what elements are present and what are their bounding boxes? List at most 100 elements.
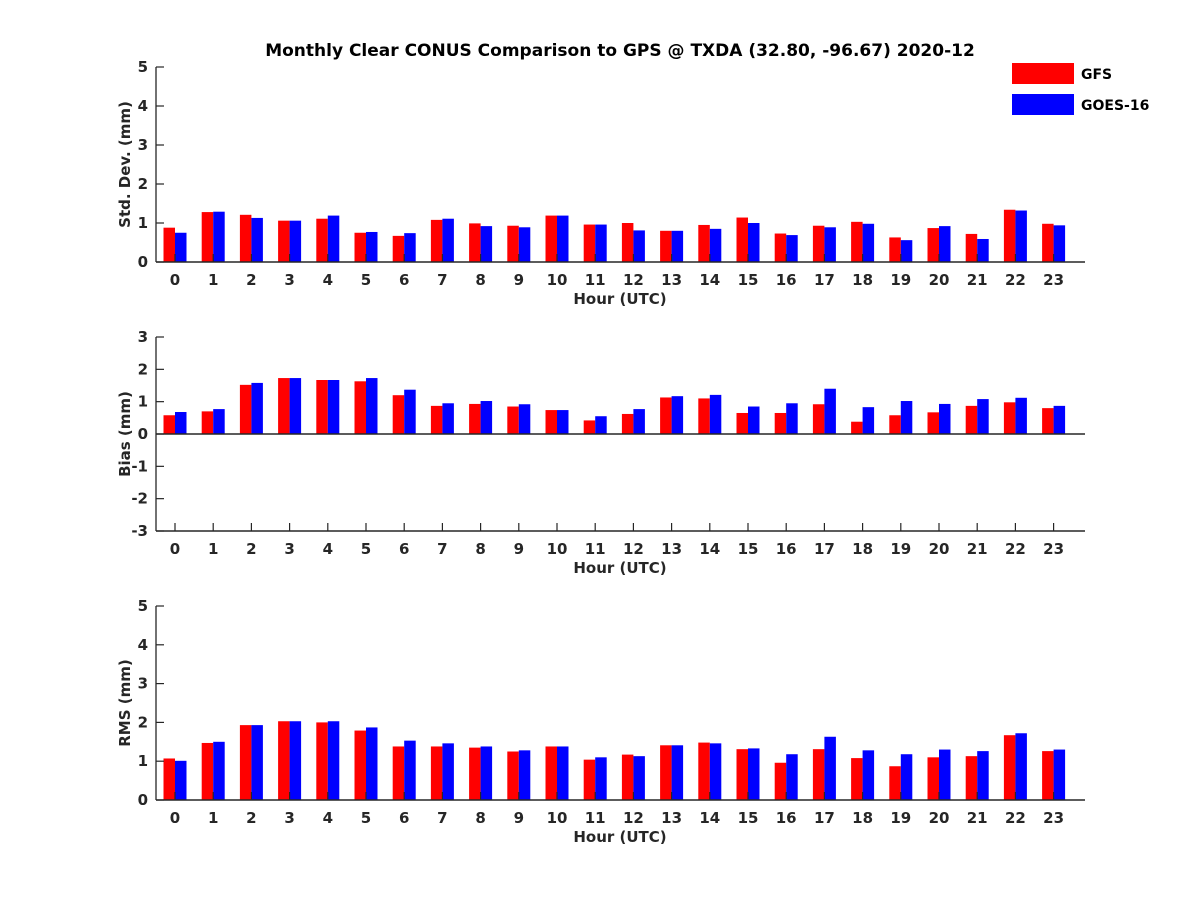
bar-goes-16-hour-19 [900, 240, 913, 262]
x-tick-label: 16 [776, 809, 797, 827]
x-tick-label: 10 [547, 809, 568, 827]
bar-goes-16-hour-13 [671, 230, 684, 262]
x-tick-label: 14 [699, 540, 720, 558]
bar-gfs-hour-12 [621, 413, 634, 434]
bar-goes-16-hour-13 [671, 745, 684, 800]
bar-gfs-hour-17 [812, 225, 825, 262]
legend-swatch-gfs [1012, 63, 1074, 84]
y-tick-label: 0 [138, 253, 148, 271]
bar-gfs-hour-18 [851, 221, 863, 262]
bar-goes-16-hour-18 [862, 407, 875, 434]
bar-gfs-hour-4 [316, 722, 328, 800]
x-tick-label: 20 [929, 540, 950, 558]
bar-goes-16-hour-23 [1053, 225, 1066, 262]
bar-gfs-hour-4 [316, 380, 328, 434]
bar-gfs-hour-10 [545, 410, 557, 434]
bar-gfs-hour-6 [392, 395, 405, 434]
bar-goes-16-hour-14 [709, 743, 722, 800]
y-tick-label: -3 [131, 522, 148, 540]
bar-gfs-hour-20 [927, 412, 939, 434]
x-tick-label: 21 [967, 540, 988, 558]
bar-goes-16-hour-3 [289, 220, 302, 262]
x-tick-label: 7 [437, 809, 447, 827]
bar-gfs-hour-4 [316, 218, 328, 262]
bar-gfs-hour-3 [278, 220, 290, 262]
x-tick-label: 6 [399, 809, 409, 827]
x-tick-label: 19 [890, 540, 911, 558]
x-tick-label: 19 [890, 271, 911, 289]
x-tick-label: 9 [514, 540, 524, 558]
x-tick-label: 1 [208, 271, 218, 289]
x-axis-label: Hour (UTC) [573, 559, 666, 577]
bar-gfs-hour-5 [354, 730, 366, 800]
bar-gfs-hour-19 [889, 237, 901, 262]
bar-gfs-hour-17 [812, 749, 825, 800]
bar-goes-16-hour-5 [366, 378, 378, 434]
x-tick-label: 15 [738, 809, 759, 827]
bar-goes-16-hour-1 [213, 211, 225, 262]
bar-goes-16-hour-3 [289, 721, 302, 800]
bar-gfs-hour-2 [239, 214, 252, 262]
x-tick-label: 15 [738, 540, 759, 558]
bar-gfs-hour-0 [163, 227, 175, 262]
y-axis-label: Std. Dev. (mm) [116, 101, 134, 228]
bar-gfs-hour-9 [507, 751, 519, 800]
y-tick-label: 4 [138, 97, 148, 115]
y-tick-label: 5 [138, 58, 148, 76]
x-tick-label: 6 [399, 271, 409, 289]
y-tick-label: 3 [138, 328, 148, 346]
bar-gfs-hour-6 [392, 235, 405, 262]
y-tick-label: 5 [138, 597, 148, 615]
bar-goes-16-hour-2 [251, 382, 263, 434]
x-tick-label: 8 [475, 271, 485, 289]
bar-goes-16-hour-1 [213, 741, 225, 800]
bar-goes-16-hour-21 [977, 238, 989, 262]
bar-gfs-hour-9 [507, 406, 519, 434]
x-tick-label: 10 [547, 540, 568, 558]
x-tick-label: 9 [514, 809, 524, 827]
bar-gfs-hour-22 [1003, 735, 1016, 800]
bar-goes-16-hour-18 [862, 750, 875, 800]
bar-gfs-hour-5 [354, 232, 366, 262]
bar-goes-16-hour-9 [518, 404, 531, 434]
bar-gfs-hour-16 [774, 412, 787, 434]
x-tick-label: 17 [814, 540, 835, 558]
x-tick-label: 20 [929, 271, 950, 289]
legend-label: GFS [1081, 67, 1112, 83]
bar-goes-16-hour-6 [404, 740, 416, 800]
bar-goes-16-hour-1 [213, 409, 225, 434]
bar-goes-16-hour-20 [939, 403, 951, 434]
x-tick-label: 21 [967, 809, 988, 827]
x-tick-label: 12 [623, 271, 644, 289]
bar-goes-16-hour-5 [366, 727, 378, 800]
bars [163, 378, 1066, 434]
x-tick-label: 2 [246, 271, 256, 289]
bar-goes-16-hour-16 [786, 235, 798, 262]
bar-goes-16-hour-0 [175, 760, 187, 800]
bar-goes-16-hour-0 [175, 412, 187, 434]
x-tick-label: 22 [1005, 540, 1026, 558]
x-tick-label: 5 [361, 809, 371, 827]
legend-swatch-goes-16 [1012, 94, 1074, 115]
x-tick-label: 18 [852, 271, 873, 289]
x-tick-label: 23 [1043, 271, 1064, 289]
y-tick-label: 1 [138, 393, 148, 411]
x-tick-label: 18 [852, 809, 873, 827]
x-tick-label: 14 [699, 271, 720, 289]
bar-gfs-hour-1 [201, 212, 214, 262]
bar-goes-16-hour-22 [1015, 397, 1027, 434]
bar-gfs-hour-15 [736, 412, 748, 434]
x-tick-label: 16 [776, 271, 797, 289]
bar-gfs-hour-14 [698, 398, 710, 434]
bar-goes-16-hour-23 [1053, 405, 1066, 434]
x-tick-label: 18 [852, 540, 873, 558]
bar-goes-16-hour-6 [404, 389, 416, 434]
bar-goes-16-hour-2 [251, 725, 263, 800]
bar-goes-16-hour-3 [289, 378, 302, 434]
bar-gfs-hour-11 [583, 420, 596, 434]
bar-goes-16-hour-12 [633, 756, 645, 800]
bar-goes-16-hour-11 [595, 224, 607, 262]
bar-gfs-hour-16 [774, 233, 787, 262]
